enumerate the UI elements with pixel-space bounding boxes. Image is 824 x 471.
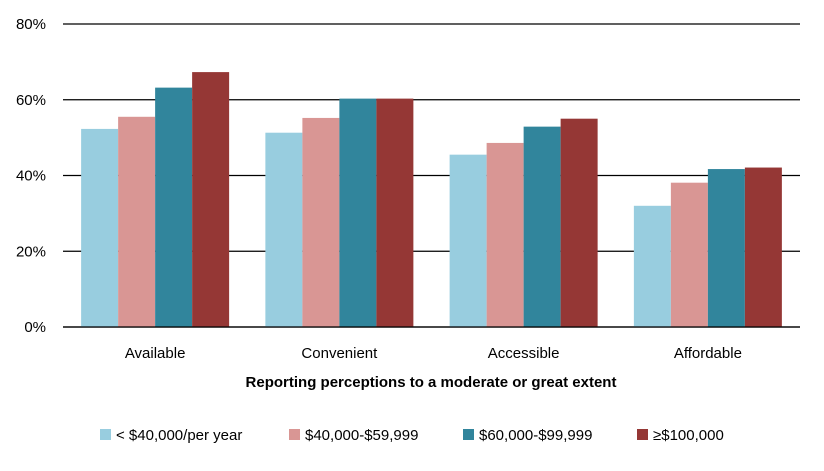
bar <box>302 117 340 328</box>
y-tick-label: 80% <box>16 16 46 33</box>
y-tick-label: 20% <box>16 243 46 260</box>
bar <box>744 167 782 327</box>
bar <box>486 142 524 327</box>
legend-item: < $40,000/per year <box>100 427 242 444</box>
y-tick-label: 40% <box>16 168 46 185</box>
x-category-label: Affordable <box>674 345 742 362</box>
bar <box>118 116 156 327</box>
y-tick-label: 0% <box>24 319 46 336</box>
bar <box>376 98 414 328</box>
bar <box>192 72 230 327</box>
legend-swatch <box>637 429 648 440</box>
bar <box>155 87 193 327</box>
legend: < $40,000/per year $40,000-$59,999 $60,000… <box>100 427 724 444</box>
x-category-label: Accessible <box>488 345 560 362</box>
y-axis-ticks: 0% 20% 40% 60% 80% <box>16 16 46 336</box>
bar <box>265 132 303 327</box>
legend-item: ≥$100,000 <box>637 427 724 444</box>
legend-swatch <box>100 429 111 440</box>
legend-swatch <box>289 429 300 440</box>
bar <box>633 205 671 327</box>
bars <box>63 72 800 328</box>
bar <box>707 169 745 327</box>
bar <box>523 126 561 327</box>
legend-item: $40,000-$59,999 <box>289 427 418 444</box>
legend-item: $60,000-$99,999 <box>463 427 592 444</box>
x-category-label: Convenient <box>301 345 378 362</box>
legend-label: ≥$100,000 <box>653 427 724 444</box>
legend-label: $60,000-$99,999 <box>479 427 592 444</box>
legend-label: $40,000-$59,999 <box>305 427 418 444</box>
bar <box>339 98 377 328</box>
legend-swatch <box>463 429 474 440</box>
x-category-label: Available <box>125 345 186 362</box>
bar <box>81 128 119 327</box>
bar <box>670 182 708 327</box>
x-axis-categories: Available Convenient Accessible Affordable <box>125 345 742 362</box>
bar <box>449 154 487 327</box>
y-tick-label: 60% <box>16 92 46 109</box>
bar <box>560 118 598 327</box>
x-axis-label: Reporting perceptions to a moderate or g… <box>246 374 617 391</box>
legend-label: < $40,000/per year <box>116 427 242 444</box>
